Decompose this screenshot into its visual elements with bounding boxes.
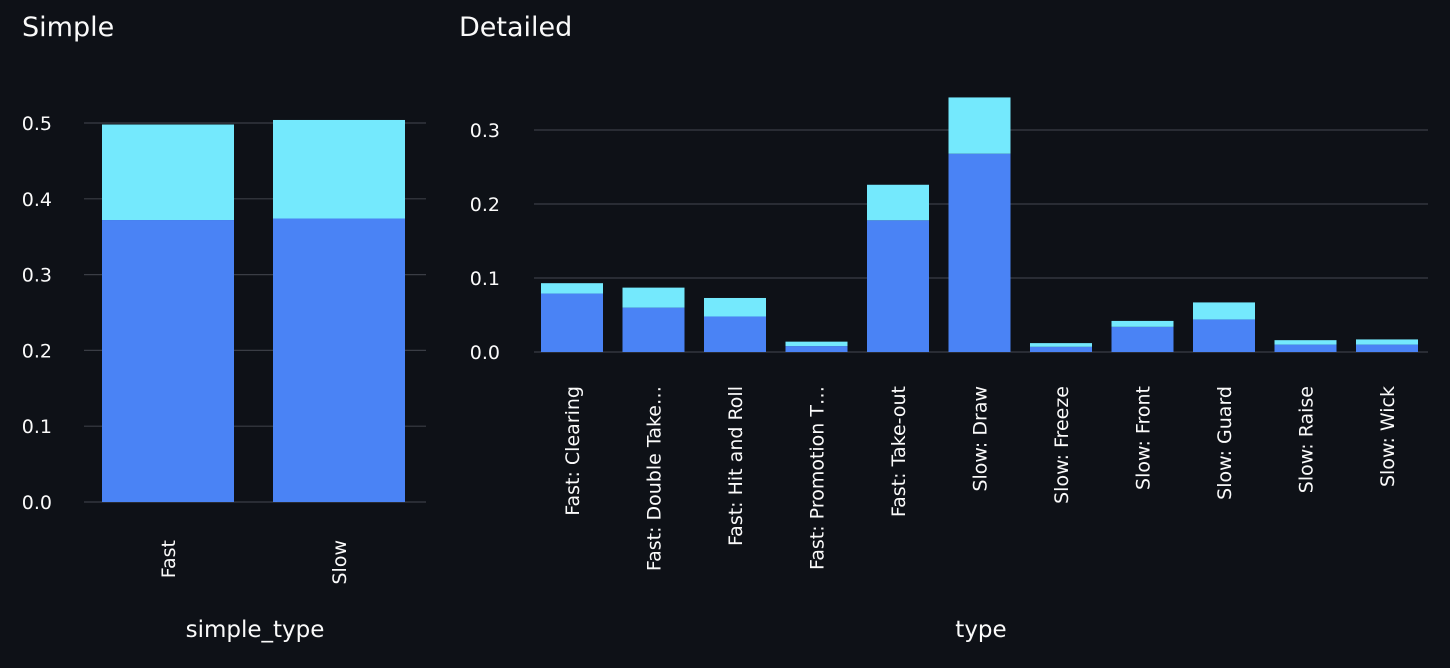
- detailed-x-tick-label: Fast: Double Take…: [644, 386, 666, 571]
- detailed-x-tick-label: Fast: Take-out: [888, 386, 910, 517]
- simple-bar-lower: [102, 220, 234, 503]
- simple-chart-title: Simple: [22, 12, 115, 43]
- simple-y-tick-label: 0.3: [22, 265, 52, 287]
- detailed-x-tick-label: Fast: Hit and Roll: [725, 386, 747, 546]
- detailed-bar-lower: [704, 316, 766, 352]
- detailed-x-tick-label: Slow: Guard: [1214, 386, 1236, 500]
- detailed-bar-upper: [1356, 339, 1418, 345]
- detailed-y-tick-label: 0.1: [470, 268, 500, 290]
- detailed-bar-lower: [1111, 326, 1174, 352]
- simple-x-axis-title: simple_type: [186, 617, 325, 643]
- detailed-bar-upper: [1030, 343, 1092, 347]
- simple-bar-upper: [273, 119, 405, 219]
- detailed-bar-lower: [1274, 344, 1337, 352]
- simple-bar-lower: [273, 218, 405, 502]
- detailed-bar-lower: [541, 293, 603, 352]
- detailed-x-tick-label: Fast: Clearing: [562, 386, 584, 516]
- detailed-y-tick-label: 0.2: [470, 194, 500, 216]
- detailed-bar-upper: [622, 287, 685, 308]
- detailed-bar-upper: [867, 184, 929, 221]
- detailed-x-tick-label: Slow: Front: [1133, 386, 1155, 490]
- detailed-x-tick-label: Slow: Raise: [1296, 386, 1318, 493]
- detailed-bar-upper: [948, 97, 1011, 154]
- detailed-bar-upper: [704, 297, 766, 317]
- detailed-bar-lower: [785, 346, 848, 352]
- detailed-bar-upper: [541, 283, 603, 294]
- detailed-bar-upper: [785, 341, 848, 347]
- detailed-bar-lower: [1030, 346, 1092, 352]
- detailed-x-axis-title: type: [955, 617, 1006, 643]
- detailed-x-tick-label: Slow: Wick: [1377, 386, 1399, 487]
- simple-y-tick-label: 0.2: [22, 340, 52, 362]
- detailed-chart-title: Detailed: [459, 12, 573, 43]
- simple-x-tick-label: Slow: [329, 540, 351, 585]
- detailed-bar-lower: [948, 153, 1011, 352]
- simple-x-tick-label: Fast: [158, 540, 180, 578]
- detailed-bar-lower: [622, 307, 685, 352]
- simple-y-tick-label: 0.1: [22, 416, 52, 438]
- detailed-bar-upper: [1274, 340, 1337, 345]
- simple-y-tick-label: 0.4: [22, 189, 52, 211]
- simple-y-tick-label: 0.0: [22, 492, 52, 514]
- simple-y-tick-label: 0.5: [22, 113, 52, 135]
- detailed-y-tick-label: 0.0: [470, 342, 500, 364]
- detailed-x-tick-label: Fast: Promotion T…: [807, 386, 829, 570]
- simple-bar-upper: [102, 124, 234, 221]
- detailed-bar-upper: [1111, 320, 1174, 327]
- detailed-x-tick-label: Slow: Draw: [970, 386, 992, 492]
- detailed-bar-lower: [1193, 319, 1255, 352]
- detailed-bar-lower: [1356, 344, 1418, 352]
- detailed-y-tick-label: 0.3: [470, 120, 500, 142]
- detailed-bar-lower: [867, 220, 929, 352]
- detailed-x-tick-label: Slow: Freeze: [1051, 386, 1073, 504]
- detailed-bar-upper: [1193, 302, 1255, 320]
